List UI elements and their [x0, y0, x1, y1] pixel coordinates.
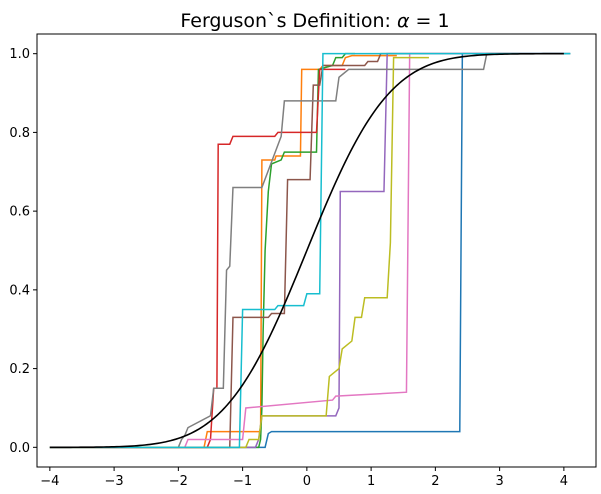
x-tick-label: 1 [367, 474, 375, 489]
y-tick-label: 0.2 [9, 362, 30, 377]
x-tick-label: 3 [495, 474, 503, 489]
series-line-10 [49, 52, 571, 449]
series-line-7 [49, 52, 564, 449]
chart-title-alpha: α [397, 10, 410, 32]
y-tick-label: 0.4 [9, 283, 30, 298]
x-tick-label: 0 [303, 474, 311, 489]
chart-title-prefix: Ferguson`s Definition: [180, 10, 397, 32]
series-line-6 [49, 52, 564, 449]
normal-cdf-line [49, 52, 564, 449]
y-tick-label: 0.8 [9, 126, 30, 141]
chart-title: Ferguson`s Definition: α = 1 [180, 10, 449, 32]
plot-frame [36, 33, 597, 468]
x-tick-label: −3 [105, 474, 124, 489]
series-line-9 [49, 56, 429, 449]
y-tick-label: 1.0 [9, 47, 30, 62]
x-tick-label: 2 [431, 474, 439, 489]
chart-title-suffix: = 1 [410, 10, 450, 32]
y-tick-label: 0.6 [9, 205, 30, 220]
x-tick-label: −2 [169, 474, 188, 489]
series-line-8 [49, 52, 571, 449]
x-tick-label: −4 [40, 474, 59, 489]
x-tick-label: −1 [233, 474, 252, 489]
series-layer [49, 52, 571, 449]
series-line-3 [49, 52, 356, 449]
y-tick-label: 0.0 [9, 441, 30, 456]
series-line-2 [49, 54, 397, 449]
series-line-4 [49, 68, 346, 449]
series-line-1 [49, 52, 571, 449]
axes-layer: −4 −3 −2 −1 0 1 2 3 4 0.0 0.2 0.4 0.6 0.8 1.0 [9, 33, 597, 489]
x-tick-label: 4 [560, 474, 568, 489]
